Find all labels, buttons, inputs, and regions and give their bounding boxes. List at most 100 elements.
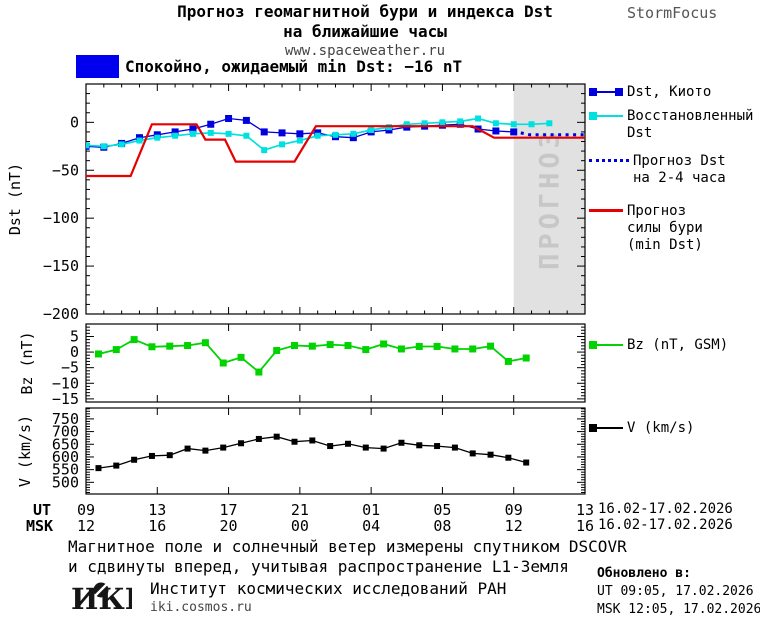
data-point-v [523,459,530,466]
data-point-v [327,443,334,450]
data-point-v [434,443,441,450]
y-tick-label: −200 [43,305,79,323]
legend-entry-dst-kyoto: Dst, Киото [589,84,759,101]
data-point-bz [469,345,477,353]
legend-entry-dst-restored: Восстановленный Dst [589,108,759,142]
series-dst_forecast [520,131,585,137]
data-point-bz [291,342,299,350]
data-point-v [113,462,120,469]
data-point-dst_restored [439,119,446,126]
forecast-band-label: ПРОГНОЗ [534,128,565,270]
data-point-bz [344,342,352,350]
legend-entry-dst-forecast: Прогноз Dst на 2-4 часа [589,153,759,187]
data-point-bz [451,345,459,353]
data-point-dst_restored [475,115,482,122]
data-point-bz [219,359,227,367]
updated-label: Обновлено в: [597,566,691,581]
data-point-v [202,447,209,454]
data-point-dst_restored [546,120,553,127]
data-point-v [166,452,173,459]
x-tick-label-ut: 13 [575,501,595,519]
data-point-dst_restored [189,130,196,137]
data-point-v [95,465,102,472]
x-tick-label-msk: 04 [362,517,381,535]
data-point-dst_restored [510,121,517,128]
legend-entry-storm-forecast: Прогноз силы бури (min Dst) [589,203,759,254]
y-tick-label: −10 [52,374,79,392]
data-point-dst_restored [492,120,499,127]
y-tick-label: −15 [52,390,79,408]
xaxis-msk-prefix: MSK [26,517,54,535]
data-point-dst_restored [332,131,339,138]
data-point-dst_kyoto [510,128,518,136]
footer-note-line1: Магнитное поле и солнечный ветер измерен… [68,537,627,556]
data-point-dst_restored [118,141,125,148]
data-point-dst_restored [261,147,268,154]
x-tick-label-msk: 12 [504,517,523,535]
data-point-bz [94,350,102,358]
page-subtitle: на ближайшие часы [283,22,447,41]
dst-chart: ПРОГНОЗ 0 −50 −100 −150 −200 Dst (nT) [6,83,586,323]
legend-label-dst-kyoto: Dst, Киото [627,84,712,100]
bz-chart: 50−5−10−15 Bz (nT) [18,323,586,408]
data-point-dst_kyoto [349,134,357,142]
data-point-bz [130,336,138,344]
site-url: www.spaceweather.ru [284,43,446,59]
data-point-v [220,444,227,451]
data-point-bz [362,346,370,354]
x-tick-label-msk: 12 [76,517,96,535]
data-point-bz [487,342,495,350]
x-tick-label-ut: 17 [219,501,238,519]
data-point-v [273,433,280,440]
institute-name: Институт космических исследований РАН [150,579,507,598]
data-point-v [131,456,138,463]
data-point-v [505,454,512,461]
legend-entry-bz: Bz (nT, GSM) [589,337,759,354]
xaxis-ut-row: UT 16.02-17.02.2026 09 13 17 21 01 05 09 13 [0,501,760,519]
data-point-dst_restored [154,134,161,141]
data-point-v [362,444,369,451]
data-point-v [309,437,316,444]
institute-url: iki.cosmos.ru [150,600,252,615]
page-title: Прогноз геомагнитной бури и индекса Dst [177,2,553,21]
data-point-dst_restored [243,132,250,139]
data-point-bz [380,340,388,348]
data-point-dst_restored [314,132,321,139]
v-series-group [95,433,530,472]
y-tick-label: 500 [52,473,79,491]
x-tick-label-msk: 00 [290,517,309,535]
legend-sample-storm-forecast [589,209,623,254]
data-point-bz [166,342,174,350]
data-point-bz [308,342,316,350]
x-tick-label-ut: 01 [362,501,381,519]
y-tick-label: −5 [61,359,79,377]
data-point-dst_restored [528,121,535,128]
data-point-dst_restored [296,137,303,144]
data-point-dst_restored [403,121,410,128]
data-point-dst_restored [207,129,214,136]
data-point-v [344,440,351,447]
y-tick-label: 5 [70,327,79,345]
data-point-bz [112,346,120,354]
data-point-dst_kyoto [225,115,233,122]
xaxis-ut-prefix: UT [33,501,52,519]
xaxis-msk-daterange: 16.02-17.02.2026 [598,517,733,533]
x-tick-label-msk: 16 [575,517,595,535]
x-tick-label-msk: 16 [148,517,167,535]
legend-label-storm-forecast: Прогноз силы бури (min Dst) [627,203,703,253]
data-point-dst_restored [225,130,232,137]
data-point-bz [433,342,441,350]
data-point-v [148,452,155,459]
bz-series-group [94,336,530,376]
y-tick-label: 750 [52,410,79,428]
iki-logo: ИКИ [71,582,132,616]
y-tick-label: 600 [52,448,79,466]
y-tick-label: 700 [52,423,79,441]
legend-sample-bz [589,341,623,354]
data-point-dst_restored [100,143,107,150]
y-tick-label: 650 [52,435,79,453]
data-point-v [469,450,476,457]
updated-ut: UT 09:05, 17.02.2026 [597,584,754,599]
